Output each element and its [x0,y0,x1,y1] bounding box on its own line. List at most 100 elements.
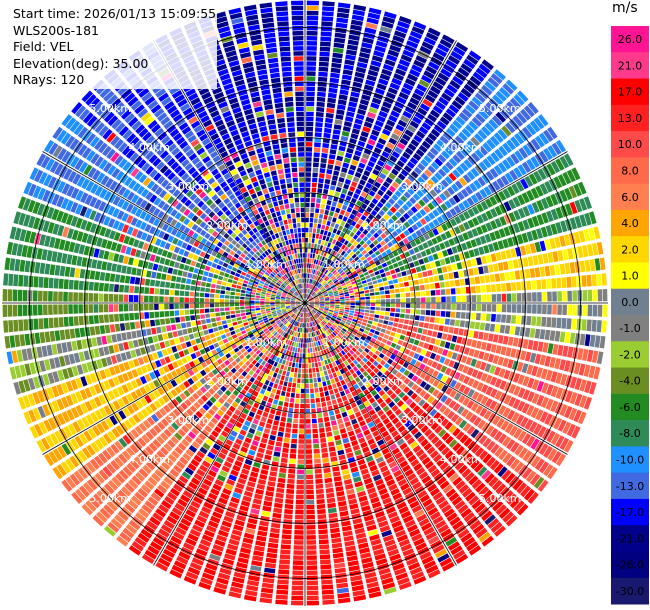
radar-gate [366,335,372,341]
radar-gate [305,429,311,434]
radar-gate [188,481,198,490]
radar-gate [298,434,305,439]
radar-gate [316,270,319,276]
radar-gate [131,475,142,486]
radar-gate [445,210,453,219]
radar-gate [248,356,254,363]
radar-gate [489,195,498,206]
radar-gate [300,348,303,353]
radar-gate [466,170,476,181]
radar-gate [429,487,440,497]
radar-gate [194,519,206,528]
radar-gate [349,414,356,420]
radar-gate [333,311,339,314]
radar-gate [305,197,310,203]
radar-gate [405,200,413,208]
radar-gate [516,315,522,325]
radar-gate [289,340,293,346]
radar-gate [61,396,70,409]
radar-gate [299,312,302,317]
radar-gate [320,397,326,403]
radar-gate [366,344,372,350]
radar-gate [271,517,281,524]
radar-gate [234,519,245,527]
radar-gate [400,169,409,177]
radar-gate [341,244,346,250]
radar-gate [349,290,354,294]
radar-gate [131,402,140,412]
radar-gate [383,146,393,154]
radar-gate [527,217,535,229]
radar-gate [336,155,344,162]
radar-gate [290,324,294,330]
radar-gate [216,577,229,585]
radar-gate [415,378,423,386]
radar-gate [297,459,304,464]
radar-gate [376,221,383,228]
radar-gate [364,312,370,317]
radar-gate [458,224,466,233]
radar-gate [339,308,345,311]
radar-gate [319,298,325,300]
radar-gate [326,431,333,437]
radar-gate [350,298,355,301]
radar-gate [356,537,368,545]
radar-gate [364,252,370,259]
radar-gate [289,402,294,408]
radar-gate [375,326,382,332]
radar-gate [499,380,507,390]
radar-gate [509,496,521,509]
radar-gate [602,304,608,317]
radar-gate [539,183,549,195]
radar-gate [325,252,330,258]
radar-gate [543,445,553,458]
radar-gate [325,353,330,359]
radar-gate [373,284,379,288]
radar-gate [292,336,296,342]
radar-gate [379,286,385,291]
radar-gate [234,460,243,468]
radar-gate [335,439,342,446]
radar-gate [550,371,558,383]
radar-gate [559,437,570,451]
radar-gate [202,478,213,487]
radar-gate [402,204,410,212]
radar-gate [379,572,393,580]
radar-gate [557,250,564,262]
radar-gate [432,370,439,378]
radar-gate [482,142,492,153]
radar-gate [493,463,504,474]
radar-gate [335,348,340,354]
radar-gate [496,283,501,292]
radar-gate [457,67,470,78]
radar-gate [568,361,576,374]
radar-gate [380,106,390,114]
radar-gate [563,360,571,372]
radar-gate [416,347,422,354]
radar-gate [325,482,333,489]
radar-gate [240,547,251,554]
radar-gate [393,202,401,210]
radar-gate [413,21,427,31]
radar-gate [492,94,504,106]
radar-gate [461,295,466,302]
radar-gate [478,351,485,360]
radar-gate [368,350,374,357]
radar-gate [248,449,256,456]
radar-gate [564,219,573,231]
radar-gate [101,357,108,368]
radar-gate [314,336,318,342]
radar-gate [521,126,533,139]
radar-gate [361,424,369,432]
radar-gate [308,306,311,311]
radar-gate [458,328,464,336]
radar-gate [128,545,142,556]
radar-gate [337,287,343,291]
radar-gate [384,124,394,132]
radar-gate [107,390,116,401]
radar-gate [341,356,346,362]
radar-gate [355,300,360,303]
radar-gate [597,304,603,317]
radar-gate [324,122,333,129]
radar-gate [178,383,186,391]
